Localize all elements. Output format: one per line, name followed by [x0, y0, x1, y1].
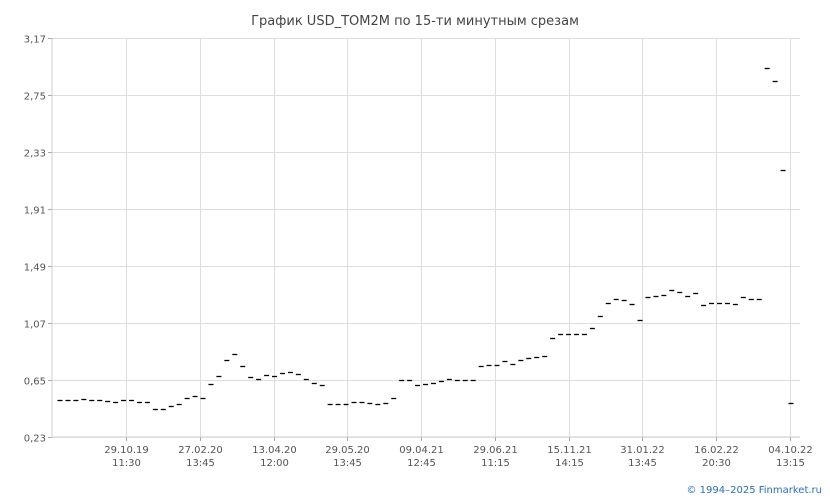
x-tick-time: 11:30 — [112, 458, 141, 469]
chart-title: График USD_TOM2M по 15-ти минутным среза… — [251, 14, 579, 29]
x-tick-date: 16.02.22 — [694, 445, 739, 456]
x-tick-time: 11:15 — [481, 458, 510, 469]
y-tick-label: 2,75 — [24, 92, 46, 103]
x-tick-date: 27.02.20 — [178, 445, 223, 456]
y-tick-label: 2,33 — [24, 149, 46, 160]
copyright-text[interactable]: © 1994–2025 Finmarket.ru — [686, 485, 822, 496]
x-tick-date: 29.05.20 — [325, 445, 370, 456]
x-tick-date: 15.11.21 — [547, 445, 592, 456]
x-tick-date: 09.04.21 — [399, 445, 444, 456]
x-tick-date: 29.06.21 — [473, 445, 518, 456]
y-tick-label: 3,17 — [24, 35, 46, 46]
x-tick-time: 13:45 — [628, 458, 657, 469]
y-tick-label: 1,91 — [24, 206, 46, 217]
x-tick-time: 13:45 — [186, 458, 215, 469]
data-points — [57, 67, 794, 411]
y-axis: 3,17 2,75 2,33 1,91 1,49 1,07 0,65 0,23 — [24, 35, 52, 445]
x-tick-date: 29.10.19 — [104, 445, 149, 456]
y-tick-label: 0,65 — [24, 377, 46, 388]
x-tick-time: 13:45 — [333, 458, 362, 469]
x-tick-time: 12:45 — [407, 458, 436, 469]
y-tick-label: 0,23 — [24, 434, 46, 445]
x-tick-time: 20:30 — [702, 458, 731, 469]
y-tick-label: 1,49 — [24, 263, 46, 274]
x-tick-date: 04.10.22 — [768, 445, 813, 456]
y-tick-label: 1,07 — [24, 320, 46, 331]
x-tick-date: 31.01.22 — [620, 445, 665, 456]
x-tick-time: 12:00 — [260, 458, 289, 469]
x-axis: 29.10.19 11:30 27.02.20 13:45 13.04.20 12:00 2… — [104, 437, 813, 469]
grid-lines — [51, 38, 800, 438]
x-tick-time: 13:15 — [776, 458, 805, 469]
x-tick-date: 13.04.20 — [252, 445, 297, 456]
x-tick-time: 14:15 — [555, 458, 584, 469]
